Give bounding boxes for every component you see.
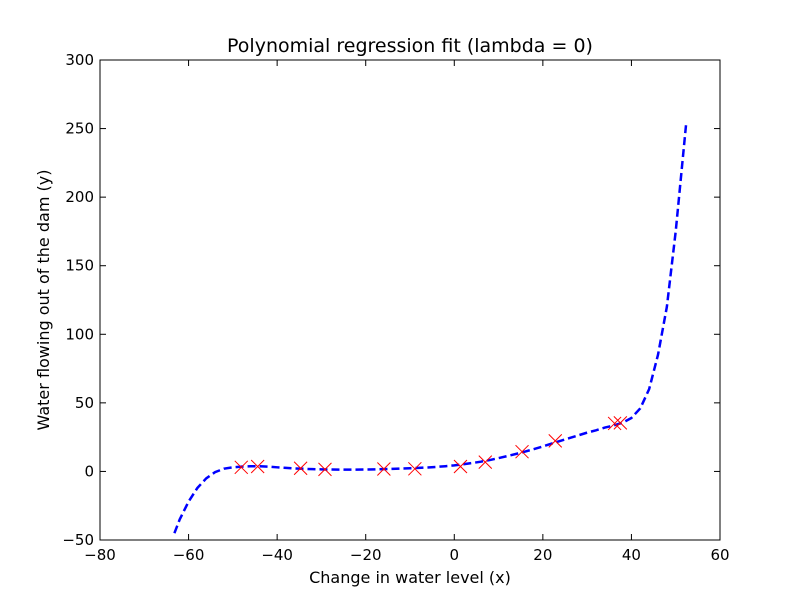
marker-stroke [318, 462, 332, 477]
marker-stroke [250, 459, 265, 474]
marker-stroke [234, 460, 249, 475]
fit-curve-layer [173, 121, 688, 534]
marker-stroke [478, 455, 493, 469]
y-tick-label: 250 [65, 120, 94, 138]
marker-stroke [408, 461, 422, 476]
plot-frame [99, 59, 721, 541]
x-tick-label: −80 [84, 546, 116, 564]
y-tick-label: −50 [62, 531, 94, 549]
data-point-x-marker [250, 459, 265, 474]
data-point-x-marker [377, 462, 391, 476]
fit-curve-line [173, 121, 688, 534]
data-points-layer [234, 416, 628, 477]
data-point-x-marker [318, 462, 332, 477]
plot-area [100, 60, 720, 540]
data-point-x-marker [548, 433, 563, 448]
x-tick-label: 40 [622, 546, 641, 564]
x-tick-label: 60 [710, 546, 729, 564]
y-axis-label: Water flowing out of the dam (y) [34, 170, 53, 431]
x-axis-label: Change in water level (x) [309, 568, 511, 587]
data-point-x-marker [453, 459, 468, 474]
y-tick-label: 150 [65, 257, 94, 275]
x-tick-label: −20 [350, 546, 382, 564]
marker-stroke [607, 416, 622, 431]
chart-title: Polynomial regression fit (lambda = 0) [227, 35, 593, 57]
marker-stroke [377, 462, 391, 476]
x-tick-label: 20 [533, 546, 552, 564]
data-point-x-marker [408, 461, 422, 476]
x-tick-label: 0 [450, 546, 460, 564]
y-tick-label: 100 [65, 325, 94, 343]
data-point-x-marker [607, 416, 622, 431]
marker-stroke [613, 416, 628, 430]
data-point-x-marker [478, 455, 493, 469]
x-tick-label: −60 [173, 546, 205, 564]
marker-stroke [548, 433, 563, 448]
data-point-x-marker [613, 416, 628, 430]
y-tick-label: 300 [65, 51, 94, 69]
y-tick-label: 0 [84, 462, 94, 480]
data-point-x-marker [515, 444, 529, 459]
x-tick-label: −40 [261, 546, 293, 564]
marker-stroke [293, 461, 308, 476]
y-tick-label: 200 [65, 188, 94, 206]
y-tick-label: 50 [75, 394, 94, 412]
marker-stroke [453, 459, 468, 474]
marker-stroke [515, 444, 529, 459]
data-point-x-marker [234, 460, 249, 475]
ticks-layer: −80 −60 −40 −20 0 20 40 60 −50 0 50 100 150 200 250 300 [62, 51, 729, 564]
data-point-x-marker [293, 461, 308, 476]
